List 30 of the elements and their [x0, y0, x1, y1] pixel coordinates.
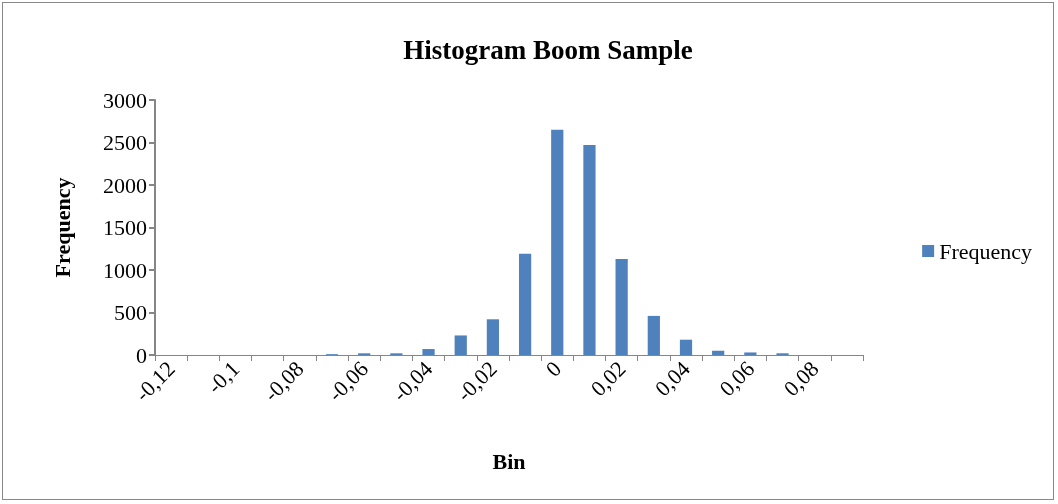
x-tick-label: -0,02 — [451, 356, 502, 407]
bar — [454, 335, 467, 355]
x-tick-label: 0 — [540, 356, 567, 382]
x-tick-label: 0,02 — [585, 356, 631, 402]
y-tick-label: 2000 — [103, 172, 147, 198]
bar — [551, 129, 564, 355]
bar — [615, 258, 628, 355]
y-tick-label: 500 — [114, 300, 147, 325]
bar — [679, 339, 693, 355]
y-axis-title: Frequency — [49, 177, 75, 278]
x-tick-label: 0,08 — [778, 356, 824, 402]
bar — [518, 253, 532, 355]
bar — [744, 352, 757, 355]
x-axis-title: Bin — [492, 448, 526, 474]
bar — [486, 319, 500, 355]
y-tick-label: 3000 — [103, 87, 147, 113]
bar — [583, 145, 596, 355]
bar — [647, 315, 660, 355]
y-tick-label: 1500 — [103, 215, 147, 240]
x-tick-label: 0,06 — [714, 356, 760, 402]
legend-label: Frequency — [939, 238, 1032, 264]
chart-title: Histogram Boom Sample — [403, 34, 693, 65]
y-tick-label: 1000 — [103, 257, 147, 283]
x-tick-label: -0,04 — [387, 356, 438, 407]
bar — [422, 349, 435, 355]
x-tick-label: -0,1 — [202, 356, 245, 399]
x-tick-label: -0,08 — [258, 356, 309, 407]
x-tick-label: 0,04 — [649, 356, 695, 402]
bar — [712, 350, 725, 355]
y-tick-label: 2500 — [103, 130, 147, 155]
